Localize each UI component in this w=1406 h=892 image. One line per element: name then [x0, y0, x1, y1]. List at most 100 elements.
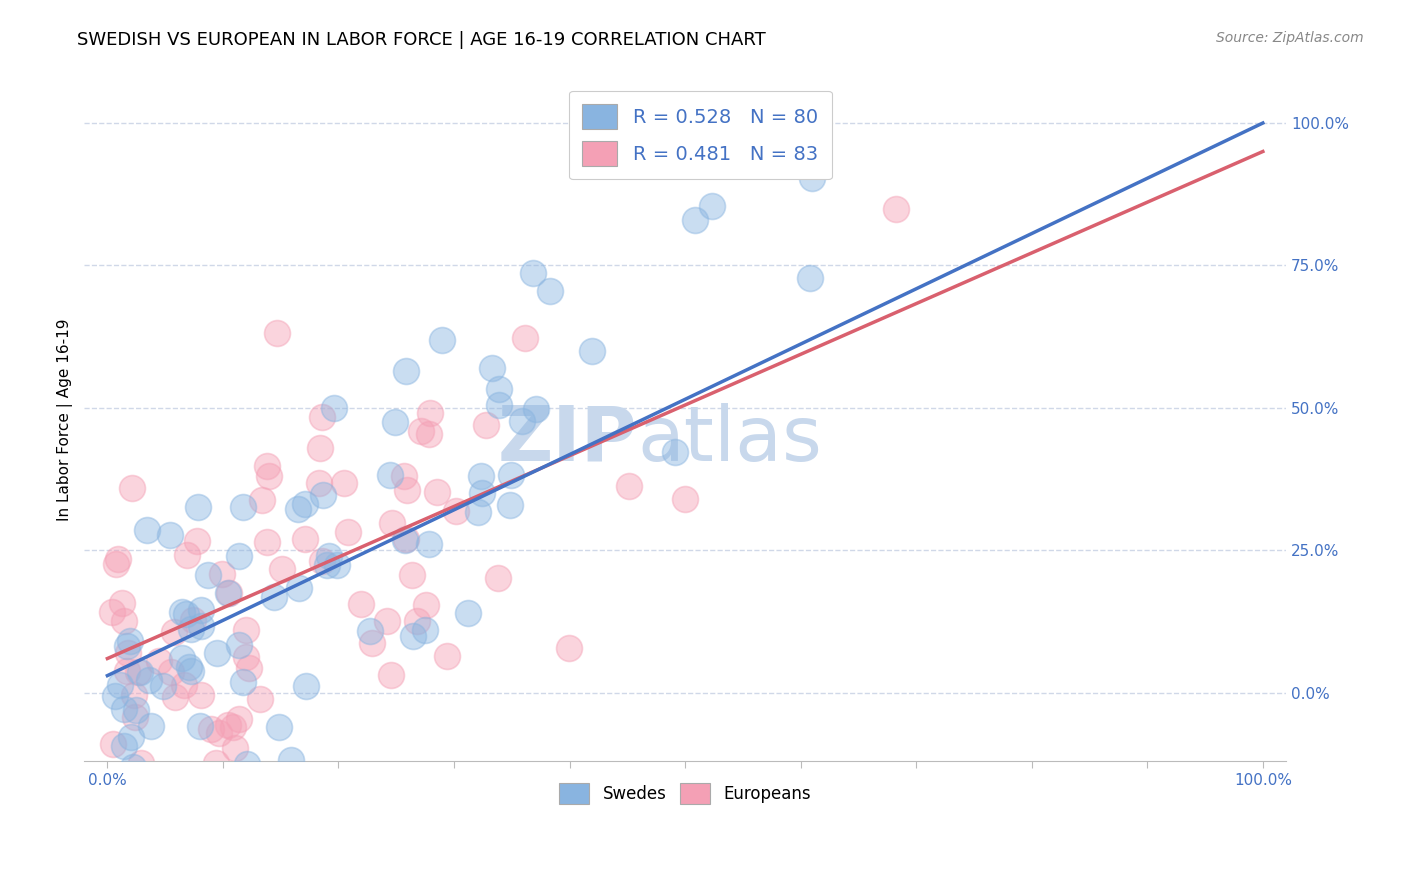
Point	[783, 22, 806, 37]
Point	[208, 726, 231, 740]
Point	[205, 756, 228, 770]
Point	[180, 622, 202, 636]
Point	[139, 719, 162, 733]
Point	[163, 624, 186, 639]
Point	[249, 692, 271, 706]
Point	[267, 720, 290, 734]
Point	[181, 613, 204, 627]
Point	[101, 605, 124, 619]
Point	[312, 488, 335, 502]
Point	[259, 468, 281, 483]
Point	[107, 551, 129, 566]
Point	[114, 847, 136, 862]
Point	[207, 646, 229, 660]
Point	[270, 562, 292, 576]
Point	[120, 634, 142, 648]
Point	[457, 606, 479, 620]
Point	[294, 533, 316, 547]
Point	[108, 872, 131, 887]
Point	[359, 624, 381, 638]
Point	[148, 654, 170, 668]
Point	[378, 468, 401, 483]
Point	[97, 849, 120, 863]
Point	[333, 476, 356, 491]
Point	[117, 814, 139, 828]
Point	[481, 361, 503, 376]
Text: SWEDISH VS EUROPEAN IN LABOR FORCE | AGE 16-19 CORRELATION CHART: SWEDISH VS EUROPEAN IN LABOR FORCE | AGE…	[77, 31, 766, 49]
Point	[115, 664, 138, 678]
Point	[122, 781, 145, 796]
Point	[436, 648, 458, 663]
Point	[395, 533, 418, 547]
Point	[159, 665, 181, 680]
Point	[232, 500, 254, 514]
Point	[187, 500, 209, 514]
Point	[418, 427, 440, 442]
Point	[316, 558, 339, 572]
Point	[510, 414, 533, 428]
Point	[190, 619, 212, 633]
Legend: Swedes, Europeans: Swedes, Europeans	[550, 772, 821, 814]
Point	[127, 665, 149, 680]
Point	[235, 649, 257, 664]
Point	[392, 469, 415, 483]
Point	[499, 498, 522, 512]
Point	[138, 673, 160, 687]
Point	[121, 481, 143, 495]
Point	[125, 703, 148, 717]
Point	[118, 771, 141, 785]
Point	[224, 741, 246, 756]
Point	[322, 401, 344, 416]
Point	[236, 756, 259, 771]
Point	[217, 717, 239, 731]
Point	[683, 213, 706, 227]
Point	[522, 266, 544, 280]
Point	[129, 756, 152, 770]
Point	[186, 533, 208, 548]
Point	[190, 688, 212, 702]
Point	[384, 415, 406, 429]
Point	[402, 629, 425, 643]
Y-axis label: In Labor Force | Age 16-19: In Labor Force | Age 16-19	[58, 318, 73, 521]
Point	[486, 571, 509, 585]
Point	[318, 549, 340, 564]
Point	[138, 844, 160, 858]
Point	[150, 871, 173, 886]
Point	[395, 363, 418, 377]
Point	[188, 719, 211, 733]
Point	[112, 702, 135, 716]
Point	[238, 660, 260, 674]
Text: ZIP: ZIP	[498, 403, 637, 476]
Point	[538, 284, 561, 298]
Point	[419, 406, 441, 420]
Point	[180, 664, 202, 678]
Point	[467, 504, 489, 518]
Point	[121, 730, 143, 744]
Point	[702, 199, 724, 213]
Point	[664, 445, 686, 459]
Point	[211, 567, 233, 582]
Point	[411, 424, 433, 438]
Point	[152, 679, 174, 693]
Point	[288, 582, 311, 596]
Point	[380, 667, 402, 681]
Point	[488, 382, 510, 396]
Point	[179, 659, 201, 673]
Point	[558, 641, 581, 656]
Point	[375, 614, 398, 628]
Point	[218, 586, 240, 600]
Point	[117, 845, 139, 859]
Point	[124, 689, 146, 703]
Point	[294, 497, 316, 511]
Point	[474, 417, 496, 432]
Point	[426, 485, 449, 500]
Point	[675, 491, 697, 506]
Point	[936, 12, 959, 27]
Point	[413, 623, 436, 637]
Point	[228, 712, 250, 726]
Point	[621, 136, 644, 150]
Point	[136, 523, 159, 537]
Point	[360, 635, 382, 649]
Point	[308, 441, 330, 455]
Point	[112, 739, 135, 753]
